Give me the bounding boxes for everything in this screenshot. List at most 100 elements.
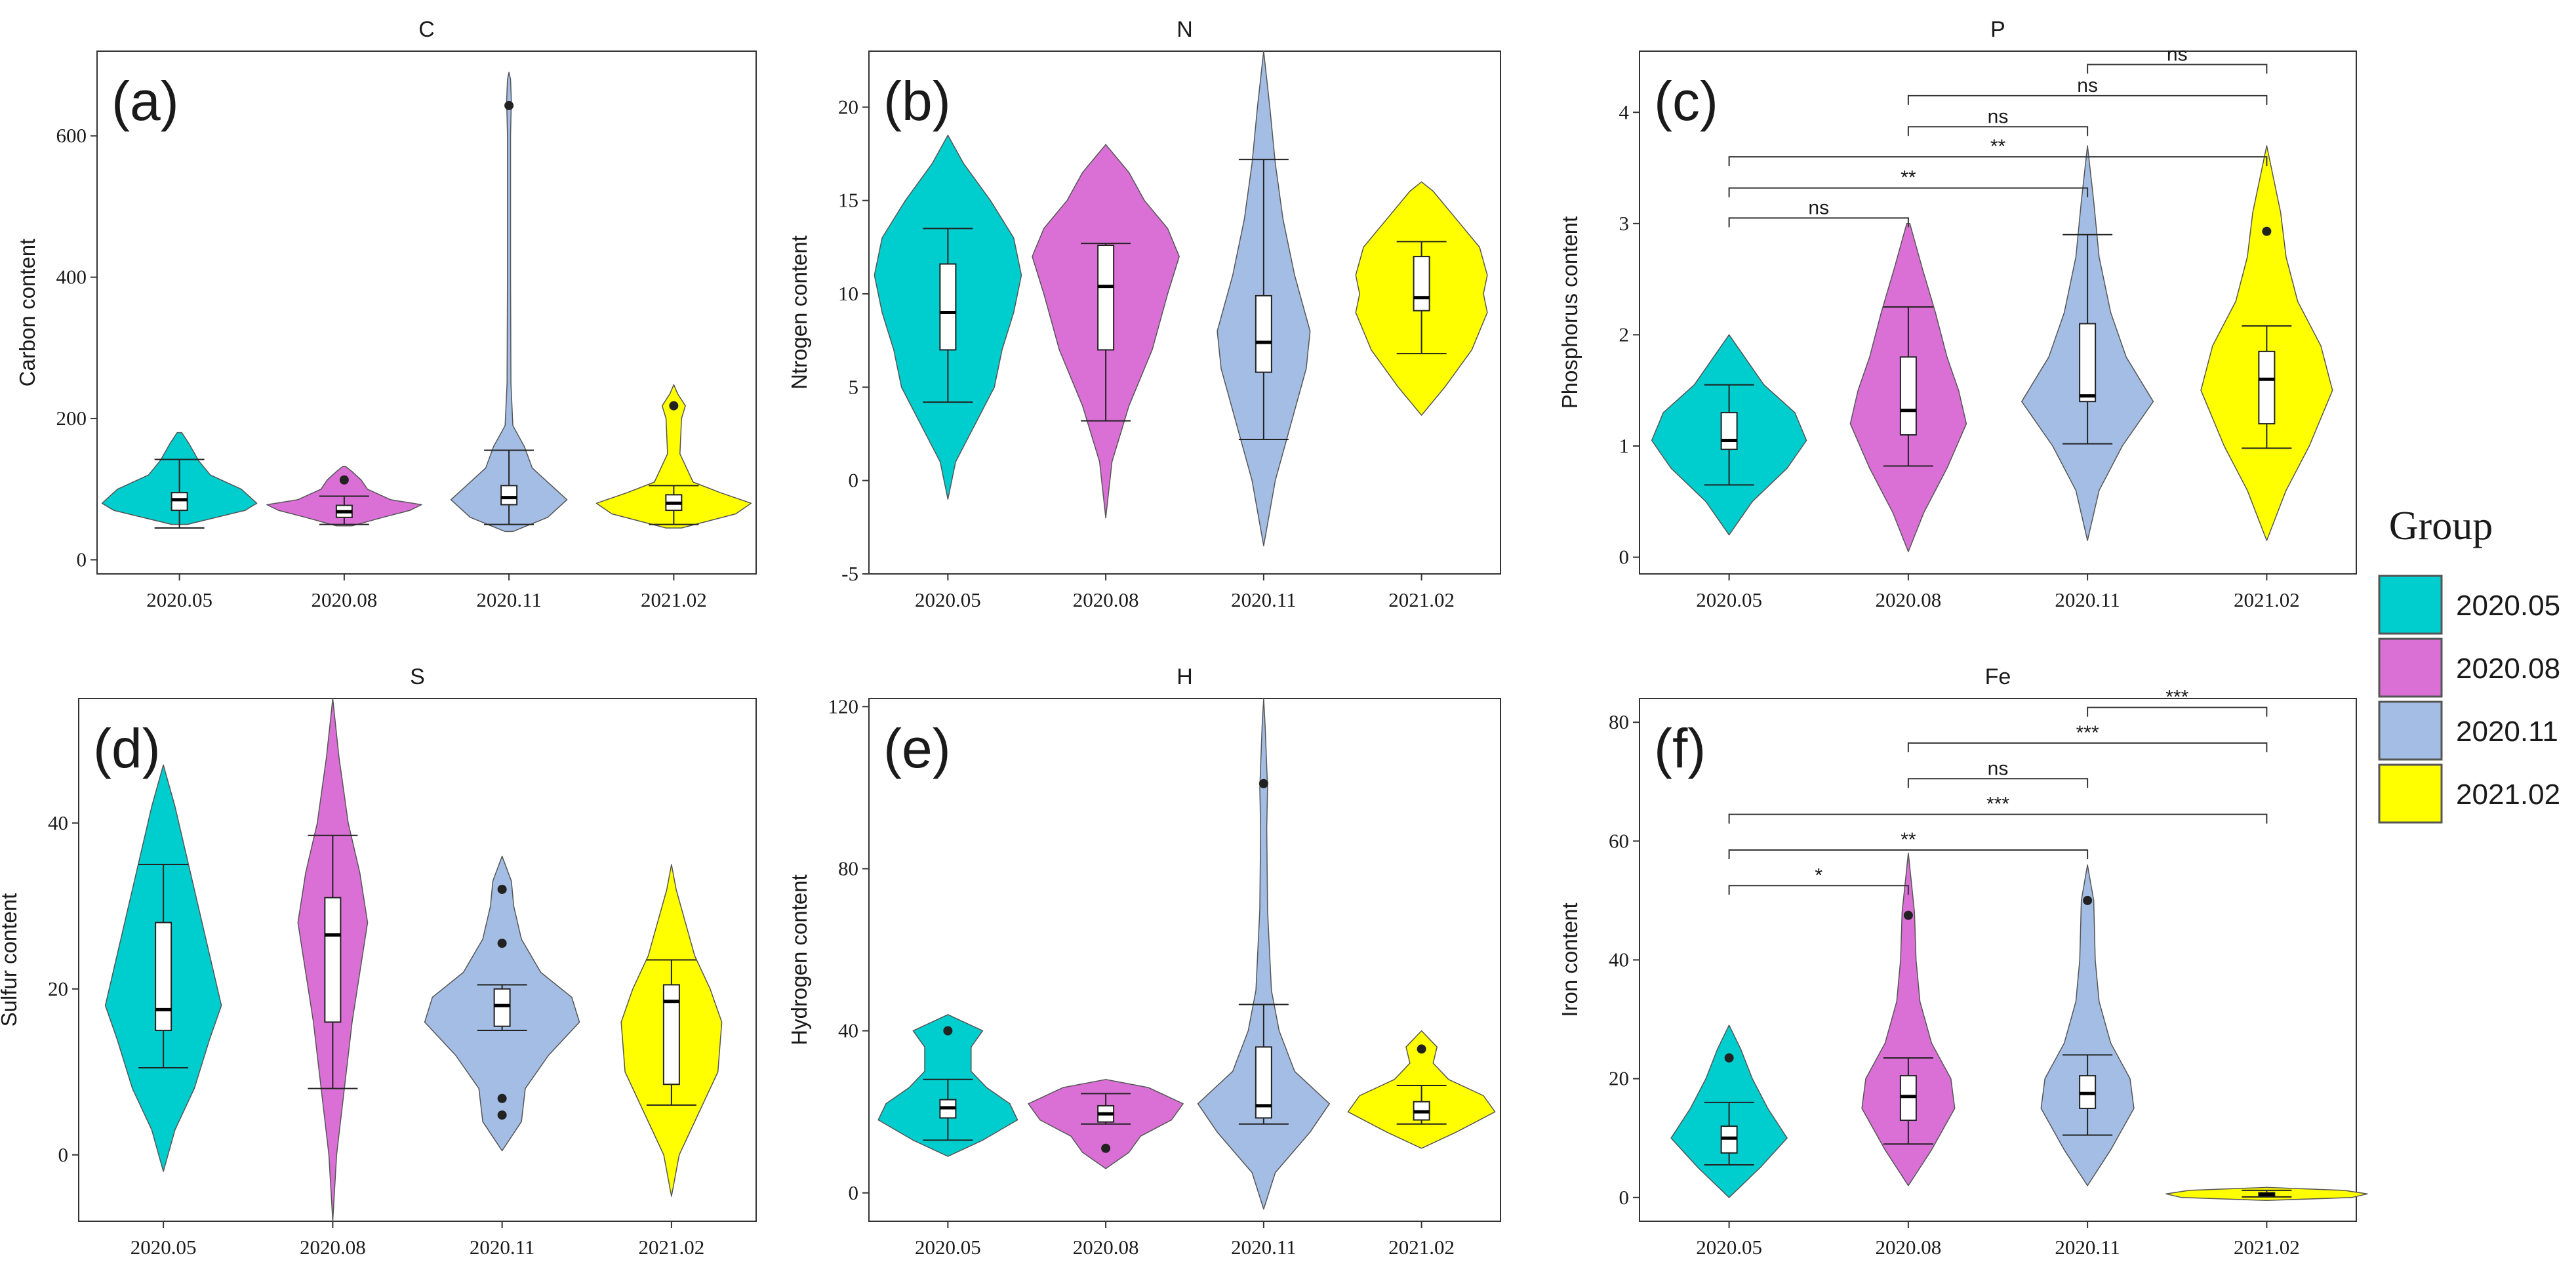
x-tick-label: 2020.08 — [312, 588, 378, 611]
violin-2020.08 — [1861, 852, 1956, 1186]
y-axis-label: Iron content — [1558, 902, 1582, 1017]
x-tick-label: 2020.05 — [1696, 588, 1762, 611]
outlier-point — [2083, 895, 2093, 905]
x-tick-label: 2020.11 — [470, 1236, 535, 1259]
panel-label: (f) — [1654, 718, 1706, 779]
significance-label: ns — [1808, 197, 1829, 218]
panel-label: (e) — [883, 718, 951, 779]
outlier-point — [1903, 910, 1913, 920]
legend-label: 2020.05 — [2456, 590, 2560, 622]
box — [1413, 256, 1430, 312]
panel-h: H (e) Hydrogen content 0 40 80 120 2020.05 2020.… — [787, 664, 1501, 1259]
y-tick-label: 80 — [1609, 710, 1629, 733]
y-tick-label: 0 — [1619, 1186, 1630, 1209]
plot-frame — [96, 51, 757, 575]
panel-title: N — [1177, 17, 1193, 42]
box — [1097, 245, 1115, 351]
y-tick-label: 5 — [849, 375, 859, 398]
panel-s: S (d) Sulfur content 0 20 40 2020.05 2020.08 202… — [0, 664, 757, 1259]
significance-label: *** — [2076, 722, 2099, 744]
x-tick-label: 2020.11 — [1231, 588, 1297, 611]
panel-title: P — [1990, 17, 2005, 42]
x-tick-label: 2021.02 — [639, 1236, 705, 1259]
y-tick-label: 600 — [56, 124, 87, 147]
panel-label: (c) — [1654, 70, 1718, 132]
box — [1899, 356, 1917, 436]
box — [324, 897, 342, 1023]
significance-label: ns — [2167, 43, 2188, 65]
x-tick-label: 2020.11 — [476, 588, 542, 611]
panel-n: N (b) Ntrogen content -5 0 5 10 15 20 2020.05 2020… — [787, 17, 1501, 611]
outlier-point — [497, 1093, 507, 1103]
y-tick-label: 0 — [849, 1181, 859, 1204]
panel-title: Fe — [1985, 664, 2011, 689]
plot-frame — [78, 698, 757, 1222]
y-axis-label: Carbon content — [15, 239, 39, 387]
y-axis-label: Sulfur content — [0, 893, 21, 1027]
outlier-point — [943, 1026, 953, 1036]
x-tick-label: 2020.11 — [1231, 1236, 1297, 1259]
panel-title: S — [410, 664, 425, 689]
y-tick-label: 1 — [1619, 434, 1630, 457]
significance-label: * — [1815, 864, 1822, 886]
y-tick-label: 400 — [56, 266, 87, 289]
panel-c: C (a) Carbon content 0 200 400 600 2020.05 2020.… — [15, 17, 757, 611]
outlier-point — [504, 100, 514, 110]
x-tick-label: 2020.08 — [300, 1236, 366, 1259]
legend-label: 2021.02 — [2456, 779, 2560, 811]
outlier-point — [497, 884, 507, 894]
violin-2020.11 — [2040, 864, 2135, 1186]
box — [1720, 412, 1738, 451]
y-tick-label: 4 — [1619, 100, 1630, 123]
x-tick-label: 2020.05 — [1696, 1236, 1762, 1259]
plot-frame — [1639, 51, 2357, 575]
x-tick-label: 2020.05 — [131, 1236, 197, 1259]
violin-2021.02 — [595, 384, 752, 529]
significance-bracket — [1728, 849, 2089, 859]
plot-frame — [868, 51, 1501, 575]
y-axis-label: Hydrogen content — [787, 874, 811, 1045]
x-tick-label: 2020.11 — [2055, 588, 2120, 611]
y-tick-label: 200 — [56, 407, 87, 430]
outlier-point — [669, 401, 679, 411]
y-tick-label: 40 — [48, 811, 68, 834]
box — [2258, 350, 2276, 425]
plot-frame — [868, 698, 1501, 1222]
outlier-point — [1724, 1053, 1734, 1063]
significance-bracket — [1728, 187, 2089, 197]
x-tick-label: 2021.02 — [2234, 1236, 2300, 1259]
x-tick-label: 2020.08 — [1073, 588, 1139, 611]
outlier-point — [1417, 1044, 1426, 1054]
significance-bracket — [1728, 217, 1909, 228]
x-tick-label: 2021.02 — [641, 588, 707, 611]
significance-label: ** — [1990, 136, 2006, 157]
box — [171, 492, 188, 512]
significance-label: *** — [2165, 687, 2188, 708]
x-tick-label: 2020.05 — [915, 1236, 981, 1259]
legend: Group 2020.05 2020.08 2020.11 2021.02 — [2378, 504, 2560, 824]
x-tick-label: 2021.02 — [1388, 1236, 1455, 1259]
legend-swatch — [2378, 638, 2443, 698]
significance-bracket — [1907, 742, 2268, 752]
y-tick-label: -5 — [841, 562, 858, 585]
y-tick-label: 80 — [838, 857, 858, 880]
outlier-point — [497, 939, 507, 948]
significance-bracket — [1907, 778, 2089, 788]
y-tick-label: 20 — [1609, 1067, 1629, 1090]
panel-label: (d) — [93, 718, 161, 779]
box — [155, 922, 172, 1032]
significance-bracket — [2087, 706, 2268, 717]
box — [500, 485, 518, 506]
y-axis-label: Ntrogen content — [787, 235, 811, 390]
significance-bracket — [2087, 64, 2268, 74]
outlier-point — [1258, 779, 1268, 788]
outlier-point — [339, 475, 349, 485]
x-tick-label: 2021.02 — [2234, 588, 2300, 611]
significance-bracket — [1907, 126, 2089, 136]
y-tick-label: 0 — [77, 548, 87, 571]
y-tick-label: 0 — [58, 1143, 69, 1166]
box — [939, 263, 957, 351]
significance-bracket — [1907, 94, 2268, 105]
legend-label: 2020.11 — [2456, 716, 2558, 748]
